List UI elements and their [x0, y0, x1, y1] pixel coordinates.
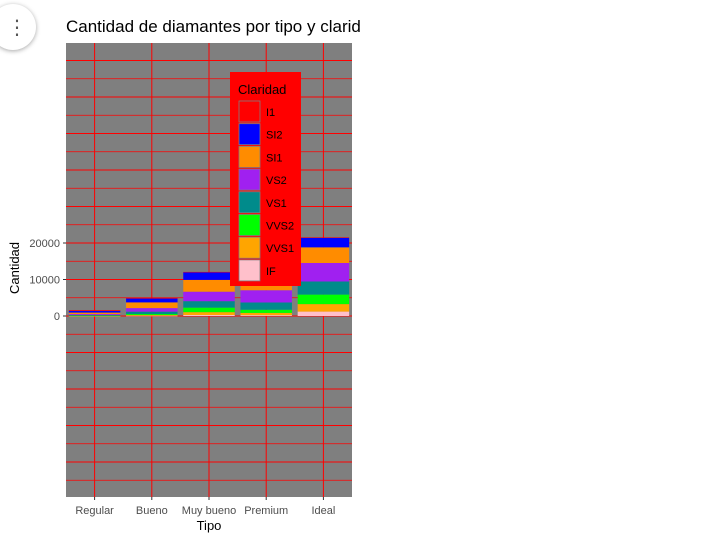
- more-vert-icon: ⋮: [7, 15, 27, 39]
- legend-label-vvs2: VVS2: [266, 221, 294, 233]
- chart-title: Cantidad de diamantes por tipo y clarid: [66, 17, 361, 36]
- y-axis-title: Cantidad: [7, 242, 22, 294]
- bar-segment-si1: [297, 247, 350, 263]
- legend-key-if: [238, 259, 261, 282]
- bar-segment-i1: [183, 271, 235, 273]
- bar-segment-vvs1: [126, 315, 178, 316]
- bar-segment-vvs1: [68, 315, 121, 317]
- legend-key-vvs1: [238, 236, 261, 259]
- legend-label-vvs1: VVS1: [266, 243, 294, 255]
- bar-segment-i1: [68, 310, 121, 311]
- y-tick-label: 10000: [29, 275, 60, 287]
- bar-segment-vs2: [297, 262, 350, 282]
- legend-label-i1: I1: [266, 107, 275, 119]
- bar-segment-if: [297, 311, 350, 316]
- legend-title: Claridad: [238, 82, 286, 97]
- bar-segment-si1: [183, 279, 235, 292]
- legend-key-vvs2: [238, 214, 261, 236]
- legend-key-i1: [238, 100, 261, 123]
- bar-segment-if: [240, 315, 292, 316]
- more-options-button[interactable]: ⋮: [0, 4, 36, 50]
- x-tick-label: Premium: [244, 505, 288, 517]
- bar-segment-vs1: [126, 311, 178, 315]
- legend-key-vs1: [238, 191, 261, 214]
- bar-segment-vvs2: [297, 294, 350, 305]
- bar-segment-vvs1: [183, 312, 235, 316]
- bar-segment-vs1: [68, 315, 121, 316]
- y-tick-label: 0: [54, 311, 60, 323]
- legend-label-vs1: VS1: [266, 198, 287, 210]
- bar-segment-vs1: [297, 281, 350, 295]
- bar-segment-vvs1: [297, 304, 350, 312]
- bar-segment-if: [183, 315, 235, 316]
- bar-segment-si1: [68, 312, 121, 315]
- bar-segment-vs1: [183, 301, 235, 308]
- legend-key-si1: [238, 145, 261, 168]
- bar-segment-if: [126, 315, 178, 317]
- bar-segment-si1: [126, 302, 178, 309]
- bar-segment-vs2: [126, 308, 178, 312]
- bar-segment-vvs2: [126, 314, 178, 316]
- bar-segment-vs2: [240, 290, 292, 303]
- legend-label-si2: SI2: [266, 130, 283, 142]
- bar-segment-si2: [68, 310, 121, 313]
- legend-label-if: IF: [266, 266, 276, 278]
- bar-segment-i1: [126, 298, 178, 299]
- bar-segment-vs2: [68, 314, 121, 316]
- bar-segment-vvs2: [240, 309, 292, 313]
- x-tick-label: Regular: [75, 505, 114, 517]
- x-tick-label: Bueno: [136, 505, 168, 517]
- bar-segment-i1: [297, 237, 350, 238]
- x-axis-title: Tipo: [197, 518, 222, 533]
- bar-segment-si2: [297, 237, 350, 248]
- bar-segment-vvs1: [240, 312, 292, 316]
- legend-label-si1: SI1: [266, 152, 283, 164]
- bar-segment-vs1: [240, 302, 292, 310]
- legend-label-vs2: VS2: [266, 175, 287, 187]
- bar-segment-si2: [126, 298, 178, 303]
- legend-key-si2: [238, 123, 261, 146]
- bar-segment-vvs2: [183, 307, 235, 313]
- x-tick-label: Ideal: [311, 505, 335, 517]
- x-tick-label: Muy bueno: [182, 505, 236, 517]
- legend-key-vs2: [238, 168, 261, 191]
- bar-segment-si2: [183, 272, 235, 280]
- bar-segment-vs2: [183, 291, 235, 302]
- bar-segment-vvs2: [68, 315, 121, 317]
- y-tick-label: 20000: [29, 238, 60, 250]
